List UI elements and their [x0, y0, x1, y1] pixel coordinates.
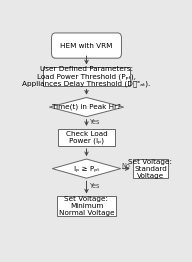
Text: Yes: Yes	[89, 119, 99, 125]
Polygon shape	[49, 97, 124, 117]
Text: Set Voltage:
Minimum
Normal Voltage: Set Voltage: Minimum Normal Voltage	[59, 196, 114, 216]
FancyBboxPatch shape	[133, 159, 168, 178]
Text: HEM with VRM: HEM with VRM	[60, 42, 113, 48]
FancyBboxPatch shape	[43, 67, 130, 86]
Text: Check Load
Power (Iₚ): Check Load Power (Iₚ)	[66, 130, 107, 144]
Text: User Defined Parameters:
Load Power Threshold (Pₚₜ),
Appliances Delay Threshold : User Defined Parameters: Load Power Thre…	[22, 66, 151, 88]
Text: Set Voltage:
Standard
Voltage: Set Voltage: Standard Voltage	[128, 159, 172, 179]
Polygon shape	[52, 159, 121, 178]
Text: Time(t) in Peak Hr?: Time(t) in Peak Hr?	[52, 104, 121, 110]
Text: Iₚ ≥ Pₚₜ: Iₚ ≥ Pₚₜ	[74, 166, 99, 172]
FancyBboxPatch shape	[51, 33, 122, 58]
Text: No: No	[122, 163, 130, 169]
FancyBboxPatch shape	[57, 196, 116, 216]
Text: Yes: Yes	[89, 183, 99, 189]
FancyBboxPatch shape	[58, 129, 115, 146]
